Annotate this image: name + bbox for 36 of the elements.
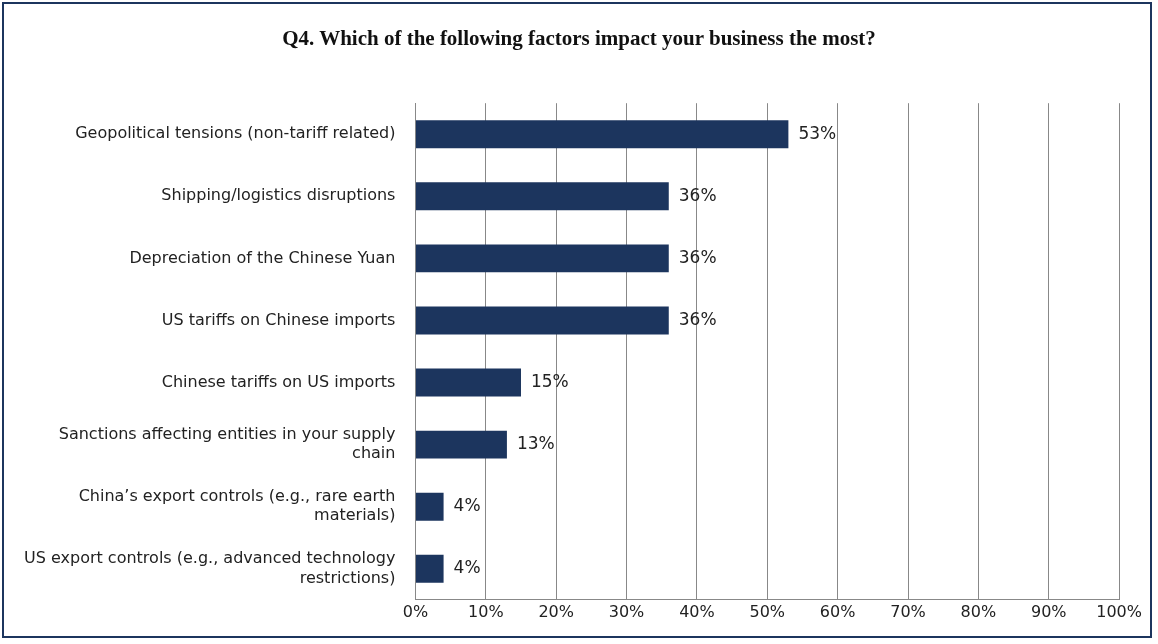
x-tick-label: 90% xyxy=(1030,601,1067,621)
x-tick-label: 50% xyxy=(749,601,786,621)
x-tick-label: 80% xyxy=(960,601,997,621)
y-tick-label: Shipping/logistics disruptions xyxy=(161,185,396,205)
chart-title: Q4. Which of the following factors impact your business the most? xyxy=(281,26,877,51)
x-tick-label: 100% xyxy=(1096,601,1142,621)
data-label: 4% xyxy=(453,495,481,516)
data-label: 4% xyxy=(453,557,481,578)
y-tick-label: Geopolitical tensions (non-tariff related) xyxy=(75,123,396,143)
y-tick-label: US tariffs on Chinese imports xyxy=(161,309,396,329)
bar xyxy=(415,430,507,459)
x-tick-label: 60% xyxy=(819,601,856,621)
x-tick-label: 0% xyxy=(402,601,429,621)
bar xyxy=(415,492,444,521)
data-label: 15% xyxy=(530,370,569,391)
y-tick-label: China’s export controls (e.g., rare earth materials) xyxy=(78,486,396,525)
data-label: 53% xyxy=(798,122,837,143)
data-label: 36% xyxy=(678,184,717,205)
bar xyxy=(415,554,444,583)
bar xyxy=(415,306,669,335)
y-tick-label: Depreciation of the Chinese Yuan xyxy=(129,247,396,267)
y-tick-label: Sanctions affecting entities in your supply chain xyxy=(58,424,396,463)
y-tick-label: US export controls (e.g., advanced technology restrictions) xyxy=(24,548,396,587)
bar xyxy=(415,182,669,211)
x-tick-label: 30% xyxy=(608,601,645,621)
bar xyxy=(415,244,669,273)
x-tick-label: 40% xyxy=(679,601,715,621)
data-label: 13% xyxy=(516,433,555,454)
bar xyxy=(415,368,521,397)
data-label: 36% xyxy=(678,246,717,267)
x-tick-label: 20% xyxy=(538,601,574,621)
x-tick-label: 10% xyxy=(468,601,504,621)
data-label: 36% xyxy=(678,308,717,329)
x-tick-label: 70% xyxy=(890,601,926,621)
y-tick-label: Chinese tariffs on US imports xyxy=(161,371,396,391)
bar xyxy=(415,120,789,149)
